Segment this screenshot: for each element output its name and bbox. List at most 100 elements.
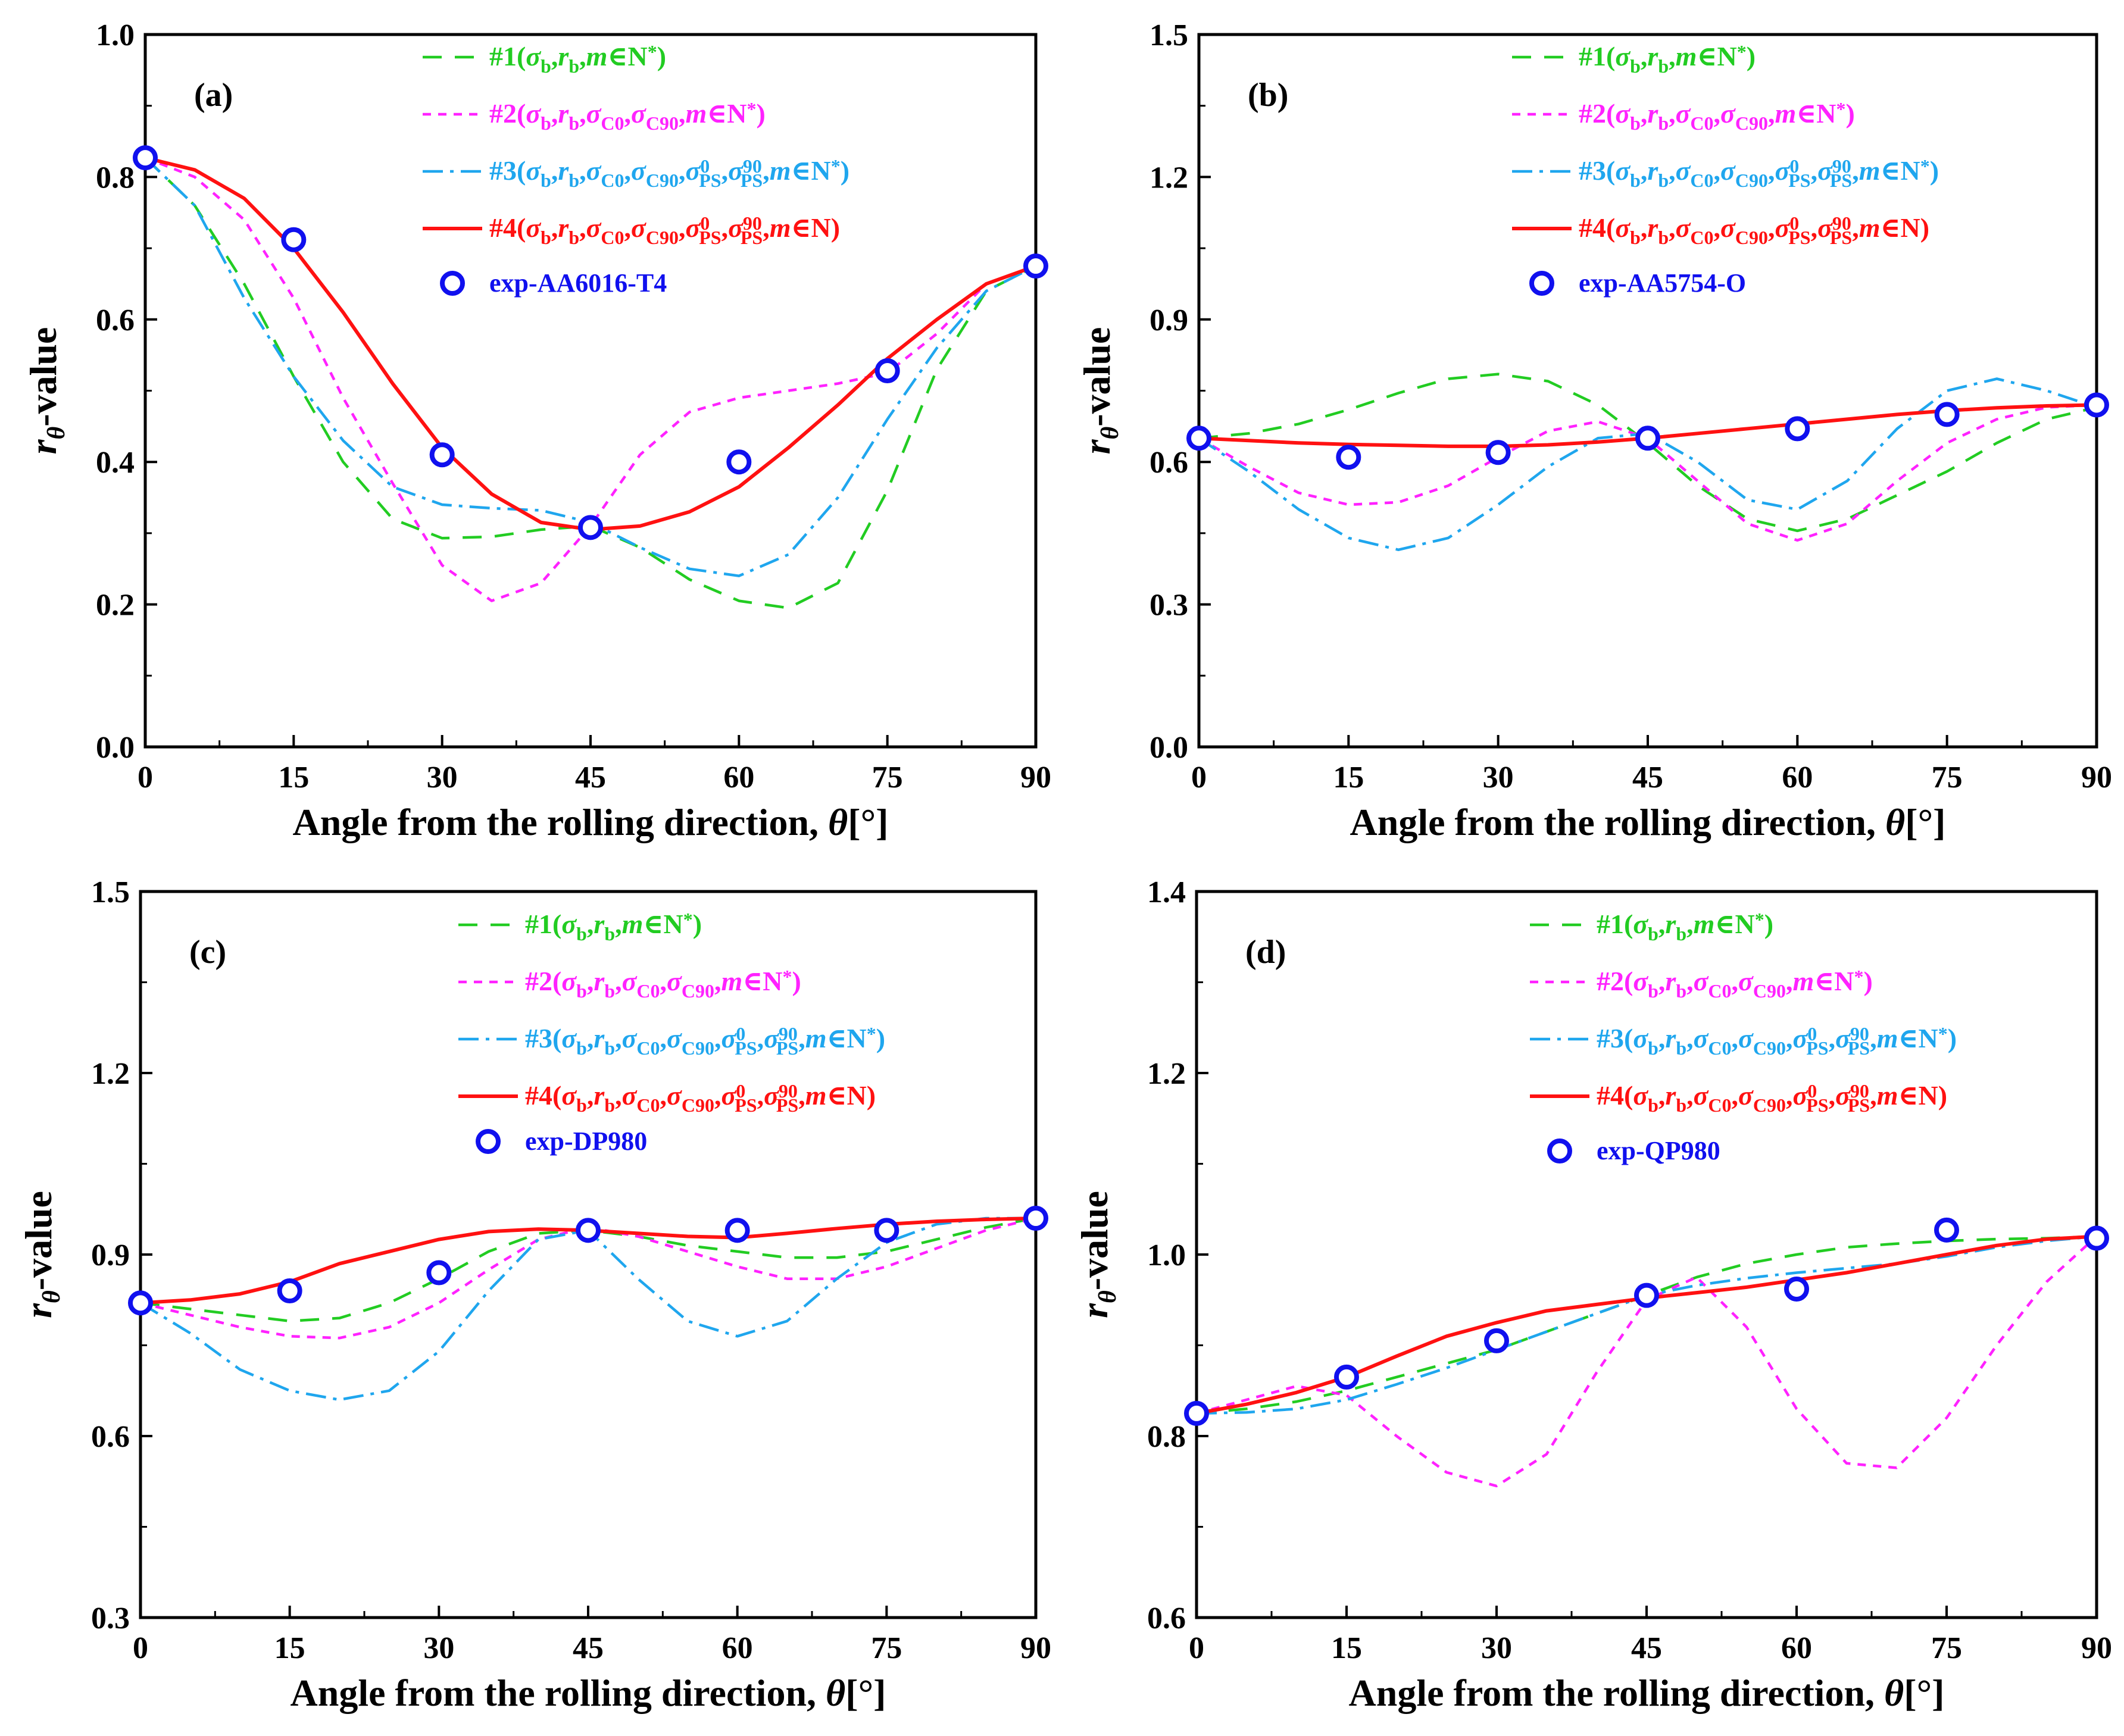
exp-point (1184, 1400, 1209, 1426)
y-tick-label: 1.0 (96, 18, 135, 52)
y-tick-label: 0.6 (1147, 1602, 1186, 1635)
legend: #1(σb,rb,m∈N*) #2(σb,rb,σC0,σC90,m∈N*) #3(… (458, 909, 885, 1156)
exp-point (1485, 440, 1511, 465)
exp-point (2084, 392, 2109, 418)
y-tick-label: 1.4 (1147, 875, 1186, 909)
y-tick-label: 1.5 (91, 875, 130, 909)
legend-exp-label: exp-QP980 (1597, 1136, 1720, 1165)
legend-label-s4: #4(σb,rb,σC0,σC90,σ0 PS,σ90 PS,m∈N) (1579, 212, 1929, 248)
x-axis-label: Angle from the rolling direction, θ[°] (293, 801, 889, 843)
series-line-s2 (1196, 1235, 2098, 1488)
exp-point (1186, 426, 1211, 451)
x-tick-label: 30 (1481, 1631, 1512, 1665)
y-tick-label: 0.9 (91, 1238, 130, 1272)
x-tick-label: 15 (274, 1631, 305, 1665)
series-line-s2 (1198, 403, 2097, 542)
chart-panel-3: 0 15 30 45 60 75 90 0.3 0.6 0.9 1.2 1.5 Angle from t… (17, 875, 1051, 1714)
exp-point (429, 442, 455, 468)
legend-exp-label: exp-AA5754-O (1579, 268, 1746, 298)
exp-point (426, 1260, 452, 1285)
exp-point (1785, 416, 1810, 442)
exp-point (1336, 445, 1361, 470)
x-tick-label: 75 (1931, 1631, 1962, 1665)
y-tick-label: 0.3 (1150, 589, 1188, 623)
x-tick-label: 0 (1191, 761, 1207, 795)
legend-label-s3: #3(σb,rb,σC0,σC90,σ0 PS,σ90 PS,m∈N*) (525, 1023, 885, 1059)
x-tick-label: 75 (871, 1631, 902, 1665)
x-tick-label: 90 (1020, 1631, 1051, 1665)
legend-label-s3: #3(σb,rb,σC0,σC90,σ0 PS,σ90 PS,m∈N*) (1579, 155, 1939, 191)
legend-label-s3: #3(σb,rb,σC0,σC90,σ0 PS,σ90 PS,m∈N*) (489, 155, 849, 191)
x-tick-label: 0 (138, 761, 153, 795)
exp-point (874, 1218, 899, 1243)
series-line-s1 (1198, 373, 2097, 533)
exp-point (1934, 402, 1960, 427)
x-tick-label: 90 (1020, 761, 1051, 795)
legend-label-s2: #2(σb,rb,σC0,σC90,m∈N*) (489, 98, 766, 134)
y-tick-label: 1.0 (1147, 1238, 1186, 1272)
legend-exp-marker (440, 271, 465, 296)
x-tick-label: 60 (723, 761, 754, 795)
panel-label: (d) (1245, 934, 1286, 971)
exp-point (1334, 1364, 1359, 1390)
x-tick-label: 0 (1189, 1631, 1204, 1665)
panel-label: (a) (194, 77, 233, 114)
x-tick-label: 30 (427, 761, 458, 795)
y-tick-label: 0.6 (96, 304, 135, 337)
x-tick-label: 30 (423, 1631, 454, 1665)
plot-frame (143, 33, 1038, 749)
exp-point (128, 1290, 153, 1316)
y-tick-label: 0.2 (96, 589, 135, 623)
y-axis-label: rθ-value (22, 327, 70, 455)
x-tick-label: 90 (2081, 761, 2112, 795)
series-line-s3 (139, 1216, 1036, 1402)
legend-exp-marker (476, 1129, 501, 1154)
x-axis-label: Angle from the rolling direction, θ[°] (1349, 1672, 1945, 1714)
x-tick-label: 0 (133, 1631, 148, 1665)
exp-point (874, 358, 900, 383)
exp-point (1635, 426, 1660, 451)
plot-frame (1195, 890, 2098, 1619)
exp-point (576, 1218, 601, 1243)
legend-label-s2: #2(σb,rb,σC0,σC90,m∈N*) (1579, 98, 1855, 134)
y-axis-label: rθ-value (1076, 327, 1124, 455)
legend-label-s1: #1(σb,rb,m∈N*) (1579, 41, 1756, 77)
legend: #1(σb,rb,m∈N*) #2(σb,rb,σC0,σC90,m∈N*) #3(… (1512, 41, 1939, 298)
y-tick-label: 0.4 (96, 446, 135, 480)
exp-point (724, 1218, 750, 1243)
exp-point (133, 145, 158, 171)
legend-label-s2: #2(σb,rb,σC0,σC90,m∈N*) (1597, 966, 1873, 1002)
legend-label-s4: #4(σb,rb,σC0,σC90,σ0 PS,σ90 PS,m∈N) (525, 1080, 876, 1116)
x-tick-label: 15 (278, 761, 309, 795)
x-tick-label: 90 (2081, 1631, 2112, 1665)
legend-exp-marker (1529, 271, 1554, 296)
x-tick-label: 15 (1331, 1631, 1362, 1665)
legend-label-s4: #4(σb,rb,σC0,σC90,σ0 PS,σ90 PS,m∈N) (1597, 1080, 1947, 1116)
x-tick-label: 15 (1333, 761, 1364, 795)
x-axis-label: Angle from the rolling direction, θ[°] (291, 1672, 886, 1714)
legend-label-s1: #1(σb,rb,m∈N*) (489, 41, 666, 77)
series-line-s4 (1196, 1234, 2097, 1415)
x-tick-label: 75 (872, 761, 903, 795)
series-line-s1 (1196, 1235, 2097, 1415)
exp-point (1023, 254, 1048, 279)
legend-label-s1: #1(σb,rb,m∈N*) (1597, 909, 1773, 944)
y-tick-label: 0.0 (1150, 731, 1188, 765)
x-tick-label: 30 (1483, 761, 1514, 795)
exp-point (277, 1278, 302, 1303)
legend: #1(σb,rb,m∈N*) #2(σb,rb,σC0,σC90,m∈N*) #3(… (1530, 909, 1957, 1165)
exp-point (2084, 1225, 2109, 1251)
exp-point (281, 227, 307, 252)
legend-label-s3: #3(σb,rb,σC0,σC90,σ0 PS,σ90 PS,m∈N*) (1597, 1023, 1957, 1059)
exp-point (578, 515, 603, 540)
series-line-s3 (1198, 377, 2097, 552)
x-tick-label: 45 (1631, 1631, 1662, 1665)
series-line-s1 (144, 157, 1037, 609)
series-line-s3 (1196, 1235, 2097, 1415)
y-tick-label: 1.2 (91, 1057, 130, 1091)
exp-point (1634, 1283, 1659, 1308)
chart-panel-1: 0 15 30 45 60 75 90 0.0 0.2 0.4 0.6 0.8 1.0 Angle fro… (22, 18, 1051, 843)
y-tick-label: 0.9 (1150, 304, 1188, 337)
y-tick-label: 0.6 (91, 1420, 130, 1454)
